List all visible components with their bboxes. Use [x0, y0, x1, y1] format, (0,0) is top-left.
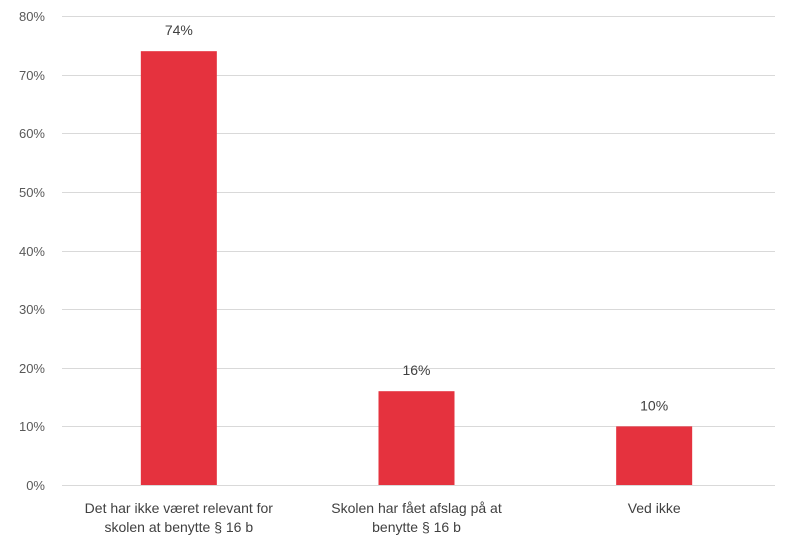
- data-label: 16%: [402, 362, 430, 378]
- category-label-line: Skolen har fået afslag på at: [331, 500, 502, 516]
- category-label-line: Det har ikke været relevant for: [85, 500, 274, 516]
- y-tick-label: 60%: [19, 126, 45, 141]
- y-tick-label: 80%: [19, 9, 45, 24]
- data-label: 10%: [640, 397, 668, 413]
- category-label: Ved ikke: [628, 500, 681, 516]
- y-tick-label: 40%: [19, 244, 45, 259]
- category-label-line: benytte § 16 b: [372, 519, 461, 535]
- bar: [378, 391, 455, 485]
- y-tick-label: 50%: [19, 185, 45, 200]
- bar: [616, 426, 693, 485]
- category-label-line: Ved ikke: [628, 500, 681, 516]
- y-tick-label: 70%: [19, 68, 45, 83]
- bar: [140, 51, 217, 486]
- y-tick-label: 20%: [19, 361, 45, 376]
- y-axis-tick-labels: 0% 10% 20% 30% 40% 50% 60% 70% 80%: [19, 9, 45, 493]
- category-label: Skolen har fået afslag på at benytte § 16…: [331, 500, 502, 535]
- y-tick-label: 0%: [26, 478, 45, 493]
- x-axis-category-labels: Det har ikke været relevant for skolen at…: [85, 500, 681, 535]
- data-label: 74%: [165, 22, 193, 38]
- bars: [140, 51, 693, 486]
- category-label-line: skolen at benytte § 16 b: [104, 519, 253, 535]
- y-tick-label: 30%: [19, 302, 45, 317]
- y-tick-label: 10%: [19, 419, 45, 434]
- category-label: Det har ikke været relevant for skolen at…: [85, 500, 274, 535]
- data-labels: 74% 16% 10%: [165, 22, 668, 413]
